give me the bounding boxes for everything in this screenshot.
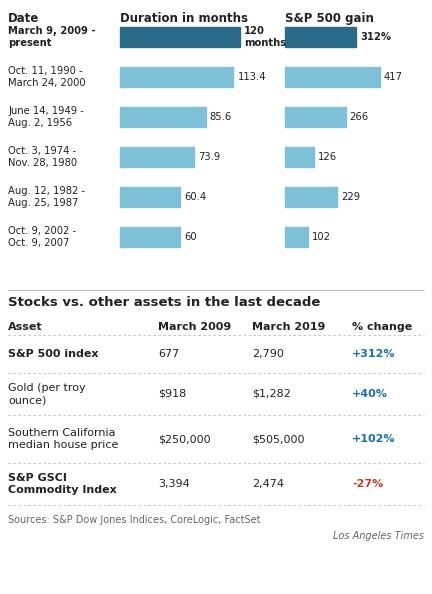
Text: Los Angeles Times: Los Angeles Times [333, 531, 424, 541]
Text: 266: 266 [349, 112, 369, 122]
Bar [120, 67, 233, 87]
Text: $1,282: $1,282 [252, 389, 291, 399]
Text: March 9, 2009 -
present: March 9, 2009 - present [8, 26, 95, 48]
Text: 3,394: 3,394 [158, 479, 190, 489]
Text: Asset: Asset [8, 322, 43, 332]
Text: Oct. 3, 1974 -
Nov. 28, 1980: Oct. 3, 1974 - Nov. 28, 1980 [8, 146, 77, 169]
Bar [285, 147, 314, 167]
Bar [120, 227, 180, 247]
Text: Southern California
median house price: Southern California median house price [8, 428, 118, 450]
Text: S&P 500 index: S&P 500 index [8, 349, 98, 359]
Text: $505,000: $505,000 [252, 434, 305, 444]
Text: 73.9: 73.9 [198, 152, 220, 162]
Text: Gold (per troy
ounce): Gold (per troy ounce) [8, 383, 86, 405]
Bar [285, 187, 337, 207]
Text: $250,000: $250,000 [158, 434, 211, 444]
Bar [285, 107, 346, 127]
Bar [285, 227, 308, 247]
Text: Oct. 11, 1990 -
March 24, 2000: Oct. 11, 1990 - March 24, 2000 [8, 65, 86, 89]
Text: 229: 229 [341, 192, 360, 202]
Text: 102: 102 [312, 232, 331, 242]
Text: 120
months: 120 months [244, 26, 286, 48]
Text: +102%: +102% [352, 434, 396, 444]
Text: Sources: S&P Dow Jones Indices, CoreLogic, FactSet: Sources: S&P Dow Jones Indices, CoreLogi… [8, 515, 260, 525]
Text: Stocks vs. other assets in the last decade: Stocks vs. other assets in the last deca… [8, 296, 321, 309]
Text: S&P GSCI
Commodity Index: S&P GSCI Commodity Index [8, 473, 117, 495]
Text: 417: 417 [384, 72, 403, 82]
Bar [120, 147, 194, 167]
Text: $918: $918 [158, 389, 186, 399]
Bar [285, 27, 356, 47]
Text: +40%: +40% [352, 389, 388, 399]
Bar [120, 187, 181, 207]
Bar [120, 107, 206, 127]
Text: 2,474: 2,474 [252, 479, 284, 489]
Text: Duration in months: Duration in months [120, 12, 248, 25]
Text: % change: % change [352, 322, 412, 332]
Text: Date: Date [8, 12, 39, 25]
Text: 60.4: 60.4 [184, 192, 206, 202]
Text: 113.4: 113.4 [238, 72, 266, 82]
Bar [285, 67, 380, 87]
Text: Oct. 9, 2002 -
Oct. 9, 2007: Oct. 9, 2002 - Oct. 9, 2007 [8, 226, 76, 248]
Text: 60: 60 [184, 232, 197, 242]
Text: March 2019: March 2019 [252, 322, 325, 332]
Text: 677: 677 [158, 349, 179, 359]
Bar [120, 27, 240, 47]
Text: Aug. 12, 1982 -
Aug. 25, 1987: Aug. 12, 1982 - Aug. 25, 1987 [8, 185, 85, 208]
Text: March 2009: March 2009 [158, 322, 231, 332]
Text: +312%: +312% [352, 349, 396, 359]
Text: 312%: 312% [360, 32, 391, 42]
Text: June 14, 1949 -
Aug. 2, 1956: June 14, 1949 - Aug. 2, 1956 [8, 106, 84, 128]
Text: 126: 126 [318, 152, 337, 162]
Text: -27%: -27% [352, 479, 383, 489]
Text: 2,790: 2,790 [252, 349, 284, 359]
Text: 85.6: 85.6 [210, 112, 232, 122]
Text: S&P 500 gain: S&P 500 gain [285, 12, 374, 25]
